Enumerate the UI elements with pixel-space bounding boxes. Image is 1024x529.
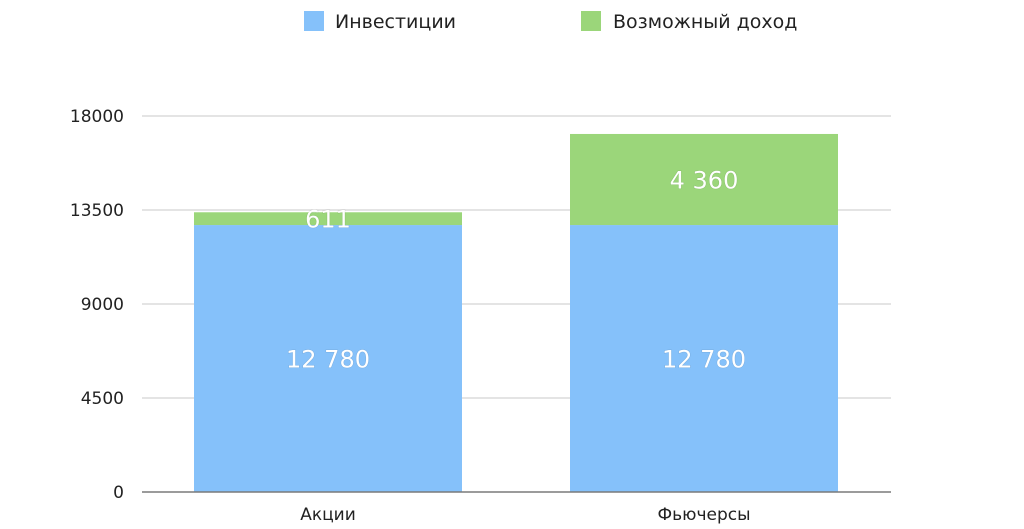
legend-swatch-0 [304,11,324,31]
y-tick-label-2: 9000 [81,295,124,315]
legend-label-0: Инвестиции [335,11,456,33]
bars: 12 780 611 12 780 4 360 [194,133,838,493]
data-label-акции-series-1: 611 [305,206,351,234]
x-tick-label-0: Акции [300,505,356,525]
data-label-акции-series-0: 12 780 [286,346,370,374]
y-tick-label-0: 0 [113,483,124,503]
y-tick-label-4: 18000 [70,107,124,127]
bar-фьючерсы-series-0 [570,225,838,493]
x-axis-labels: Акции Фьючерсы [300,505,750,525]
data-label-фьючерсы-series-0: 12 780 [662,346,746,374]
x-tick-label-1: Фьючерсы [657,505,750,525]
y-tick-label-3: 13500 [70,201,124,221]
bar-акции-series-1 [194,212,462,226]
y-tick-label-1: 4500 [81,389,124,409]
y-axis-ticks: 0 4500 9000 13500 18000 [70,107,124,503]
bar-фьючерсы-series-1 [570,133,838,226]
legend-label-1: Возможный доход [613,11,797,33]
legend-swatch-1 [581,11,601,31]
bar-акции-series-0 [194,225,462,493]
data-label-фьючерсы-series-1: 4 360 [670,167,739,195]
legend: Инвестиции Возможный доход [304,11,797,33]
